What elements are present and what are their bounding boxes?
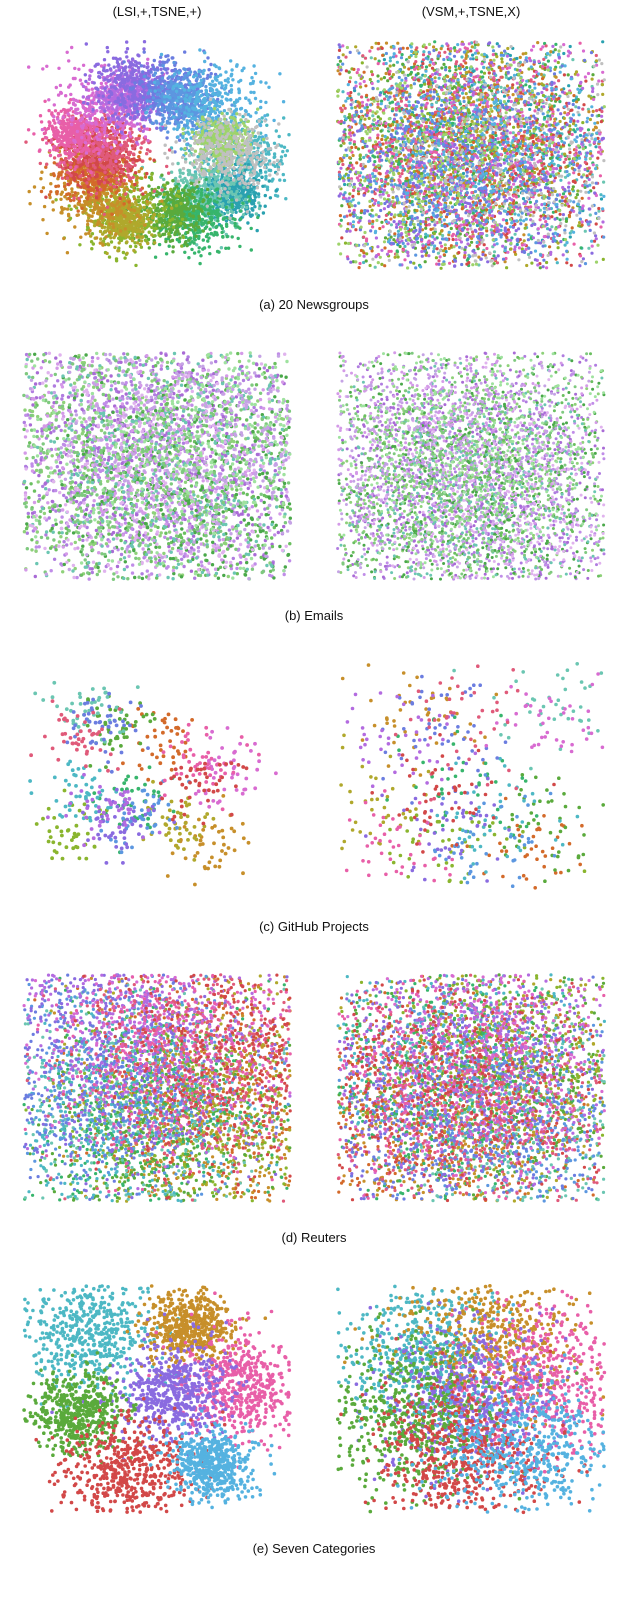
row-caption-1: (b) Emails bbox=[0, 602, 628, 641]
scatter-panel-r2-c0 bbox=[0, 641, 314, 913]
scatter-panel-r4-c0 bbox=[0, 1263, 314, 1535]
column-header-right: (VSM,+,TSNE,X) bbox=[314, 4, 628, 19]
panel-r4-c1 bbox=[314, 1263, 628, 1535]
figure-row-0: (a) 20 Newsgroups bbox=[0, 19, 628, 330]
scatter-panel-r2-c1 bbox=[314, 641, 628, 913]
figure-row-1-panels bbox=[0, 330, 628, 602]
row-caption-2: (c) GitHub Projects bbox=[0, 913, 628, 952]
scatter-panel-r0-c0 bbox=[0, 19, 314, 291]
figure-row-4-panels bbox=[0, 1263, 628, 1535]
panel-r4-c0 bbox=[0, 1263, 314, 1535]
panel-r0-c0 bbox=[0, 19, 314, 291]
panel-r1-c1 bbox=[314, 330, 628, 602]
row-caption-3: (d) Reuters bbox=[0, 1224, 628, 1263]
scatter-panel-r4-c1 bbox=[314, 1263, 628, 1535]
figure-row-2: (c) GitHub Projects bbox=[0, 641, 628, 952]
scatter-panel-r3-c0 bbox=[0, 952, 314, 1224]
figure-row-2-panels bbox=[0, 641, 628, 913]
figure-grid: (LSI,+,TSNE,+) (VSM,+,TSNE,X) (a) 20 New… bbox=[0, 0, 628, 1574]
column-headers: (LSI,+,TSNE,+) (VSM,+,TSNE,X) bbox=[0, 0, 628, 19]
column-header-left: (LSI,+,TSNE,+) bbox=[0, 4, 314, 19]
figure-row-3: (d) Reuters bbox=[0, 952, 628, 1263]
rows-container: (a) 20 Newsgroups (b) Emails (c) GitHub Pr… bbox=[0, 19, 628, 1574]
scatter-panel-r3-c1 bbox=[314, 952, 628, 1224]
row-caption-0: (a) 20 Newsgroups bbox=[0, 291, 628, 330]
figure-row-4: (e) Seven Categories bbox=[0, 1263, 628, 1574]
row-caption-4: (e) Seven Categories bbox=[0, 1535, 628, 1574]
figure-row-3-panels bbox=[0, 952, 628, 1224]
panel-r2-c0 bbox=[0, 641, 314, 913]
panel-r1-c0 bbox=[0, 330, 314, 602]
scatter-panel-r0-c1 bbox=[314, 19, 628, 291]
figure-row-0-panels bbox=[0, 19, 628, 291]
scatter-panel-r1-c1 bbox=[314, 330, 628, 602]
panel-r3-c0 bbox=[0, 952, 314, 1224]
scatter-panel-r1-c0 bbox=[0, 330, 314, 602]
panel-r0-c1 bbox=[314, 19, 628, 291]
figure-row-1: (b) Emails bbox=[0, 330, 628, 641]
panel-r3-c1 bbox=[314, 952, 628, 1224]
panel-r2-c1 bbox=[314, 641, 628, 913]
